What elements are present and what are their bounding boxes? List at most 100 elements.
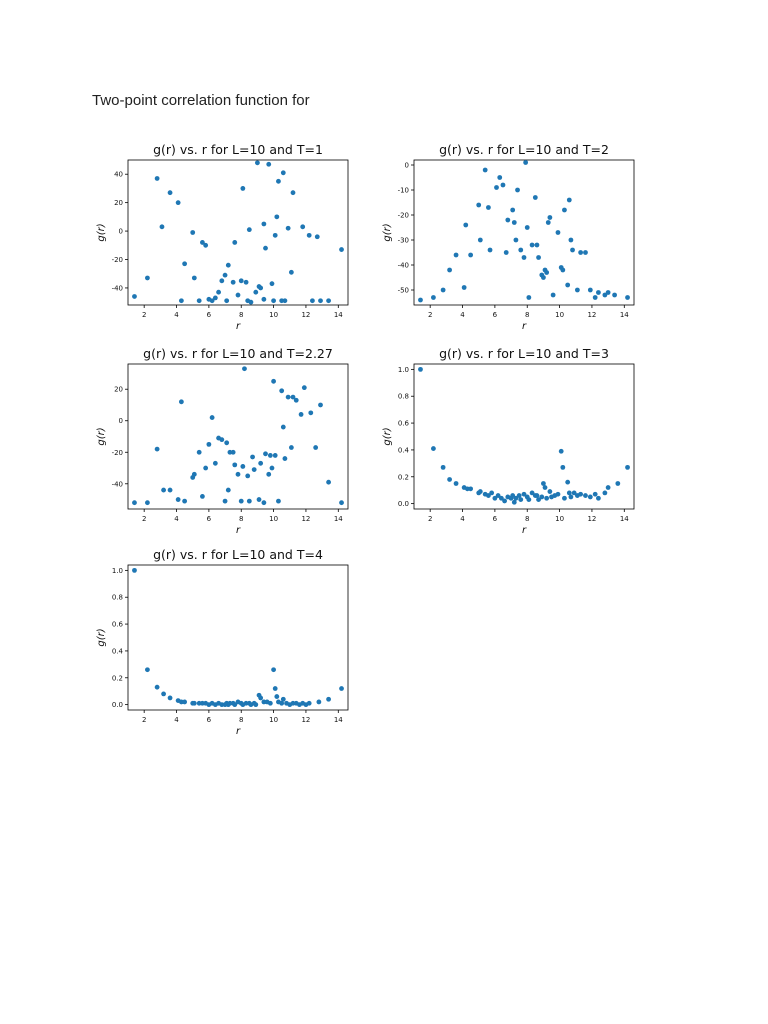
x-tick-label: 4 [174, 515, 179, 523]
data-point [468, 252, 474, 258]
data-point [196, 449, 202, 455]
y-tick-label: -40 [112, 480, 123, 488]
page-title: Two-point correlation function for [92, 92, 310, 109]
data-point [625, 464, 630, 470]
x-tick-label: 2 [428, 311, 432, 319]
chart-title: g(r) vs. r for L=10 and T=1 [153, 142, 323, 157]
chart-svg: g(r) vs. r for L=10 and T=3 2 4 6 8 10 12 14 0.0… [382, 346, 635, 536]
plot-frame [413, 363, 635, 510]
data-point [269, 465, 275, 471]
data-point [191, 471, 197, 477]
data-point [235, 471, 241, 477]
y-tick-label: 0 [405, 162, 409, 170]
data-point [232, 240, 238, 245]
data-point [578, 491, 584, 497]
data-point [440, 464, 446, 470]
data-point [238, 278, 244, 284]
x-tick-label: 4 [174, 311, 179, 319]
y-tick-label: 40 [114, 171, 123, 179]
y-tick-label: 0.8 [112, 594, 123, 602]
data-point [243, 279, 249, 285]
data-point [521, 255, 527, 260]
data-point [263, 451, 268, 457]
data-point [578, 250, 584, 255]
data-point [592, 295, 598, 300]
data-point [266, 471, 272, 477]
data-point [558, 448, 564, 454]
data-point [246, 227, 252, 233]
data-point [161, 487, 166, 493]
plot-frame [127, 564, 349, 711]
data-point [536, 497, 541, 503]
data-point [486, 493, 491, 498]
data-point [602, 292, 608, 298]
data-point [282, 456, 288, 461]
chart-t227: g(r) vs. r for L=10 and T=2.27 2 4 6 8 10 12 14… [90, 342, 360, 542]
data-point [272, 232, 278, 238]
data-point [316, 699, 322, 705]
data-point [261, 296, 267, 302]
y-tick-label: -10 [398, 187, 409, 195]
data-point [587, 287, 593, 293]
y-axis-label: g(r) [96, 427, 107, 445]
x-axis-label: r [522, 525, 527, 536]
data-point [516, 493, 522, 498]
data-point [447, 477, 452, 482]
data-point [246, 498, 252, 504]
x-tick-label: 10 [555, 311, 564, 319]
data-point [534, 242, 540, 248]
data-point [498, 495, 504, 501]
data-point [258, 285, 264, 291]
plot-frame [413, 159, 635, 306]
data-point [541, 275, 546, 280]
data-point [583, 250, 588, 255]
data-point [318, 402, 323, 408]
x-axis-label: r [236, 726, 241, 737]
data-point [280, 424, 286, 430]
data-point [209, 415, 215, 420]
data-point [145, 275, 150, 281]
data-point [566, 197, 572, 203]
data-point [568, 237, 574, 243]
data-point [224, 298, 230, 304]
data-point [440, 287, 446, 293]
data-point [253, 702, 259, 708]
data-point [282, 298, 288, 304]
data-point [175, 200, 181, 206]
y-tick-label: 0.0 [112, 701, 123, 709]
data-point [240, 186, 246, 191]
y-tick-label: -40 [398, 262, 409, 270]
data-point [511, 499, 517, 505]
data-point [612, 292, 617, 298]
x-tick-label: 12 [587, 311, 596, 319]
data-point [145, 500, 150, 506]
y-tick-label: 0.4 [112, 647, 124, 655]
data-point [431, 295, 436, 300]
data-point [154, 684, 160, 690]
data-point [494, 185, 499, 190]
data-point [306, 232, 312, 238]
data-point [182, 699, 188, 705]
x-tick-label: 14 [334, 515, 343, 523]
data-point [326, 298, 331, 304]
y-tick-label: 20 [114, 199, 123, 207]
x-tick-label: 8 [239, 515, 243, 523]
data-point [261, 500, 267, 506]
data-point [495, 493, 501, 498]
data-point [513, 237, 519, 243]
data-point [212, 295, 218, 301]
data-point [253, 289, 259, 295]
x-tick-label: 2 [428, 515, 432, 523]
data-point [560, 464, 566, 470]
chart-title: g(r) vs. r for L=10 and T=4 [153, 547, 323, 562]
data-point [500, 182, 506, 188]
data-point [191, 275, 197, 281]
y-tick-label: 20 [114, 386, 123, 394]
data-point [178, 399, 184, 405]
data-point [274, 694, 280, 699]
data-point [555, 491, 561, 497]
x-tick-label: 10 [555, 515, 564, 523]
data-point [200, 493, 205, 499]
chart-title: g(r) vs. r for L=10 and T=2.27 [143, 346, 333, 361]
y-tick-label: -40 [112, 284, 123, 292]
